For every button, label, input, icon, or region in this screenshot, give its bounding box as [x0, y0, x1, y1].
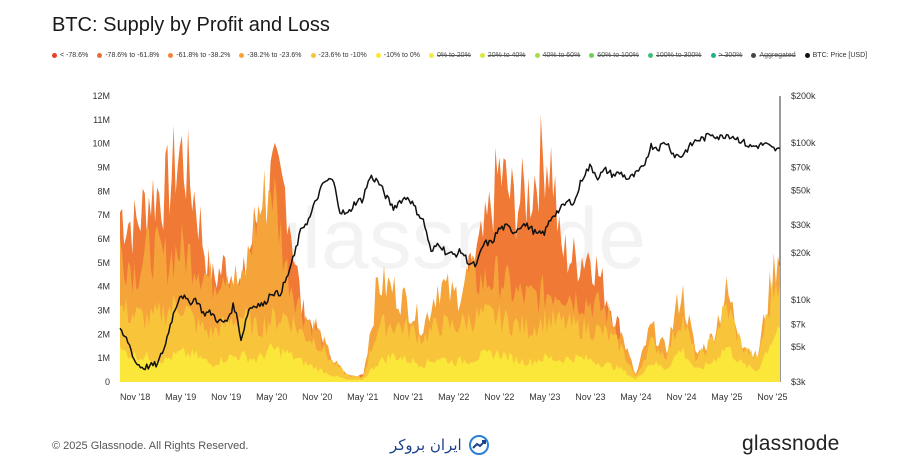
legend-item[interactable]: -78.6% to -61.8% — [97, 52, 159, 59]
y-right-tick-label: $7k — [791, 319, 806, 329]
legend-label: -61.8% to -38.2% — [176, 52, 231, 59]
legend-label: 0% to 20% — [436, 52, 471, 59]
y-right-tick-label: $50k — [791, 185, 811, 195]
legend-label: 20% to 40% — [487, 52, 526, 59]
legend-item[interactable]: > 300% — [710, 52, 743, 59]
y-left-tick-label: 6M — [97, 234, 110, 244]
legend-swatch — [375, 53, 381, 58]
y-right-tick-label: $100k — [791, 138, 816, 148]
y-left-tick-label: 12M — [92, 91, 110, 101]
x-tick-label: May '20 — [256, 392, 287, 402]
legend-label: 40% to 60% — [542, 52, 581, 59]
x-tick-label: May '24 — [620, 392, 651, 402]
legend-label: < -78.6% — [60, 52, 89, 59]
legend-item[interactable]: BTC: Price [USD] — [804, 52, 868, 59]
y-left-tick-label: 7M — [97, 210, 110, 220]
y-left-tick-label: 2M — [97, 329, 110, 339]
x-tick-label: Nov '25 — [757, 392, 787, 402]
x-tick-label: Nov '22 — [484, 392, 514, 402]
legend-swatch — [534, 53, 540, 58]
y-right-tick-label: $5k — [791, 342, 806, 352]
x-tick-label: May '23 — [529, 392, 560, 402]
chart-title: BTC: Supply by Profit and Loss — [52, 14, 330, 36]
y-left-tick-label: 3M — [97, 306, 110, 316]
legend-item[interactable]: 20% to 40% — [479, 52, 526, 59]
y-right-tick-label: $200k — [791, 91, 816, 101]
legend-item[interactable]: 60% to 100% — [589, 52, 639, 59]
legend-item[interactable]: 40% to 60% — [534, 52, 581, 59]
legend-label: 100% to 300% — [655, 52, 702, 59]
legend-swatch — [239, 53, 245, 58]
x-tick-label: Nov '23 — [575, 392, 605, 402]
y-left-tick-label: 11M — [93, 115, 110, 125]
y-left-tick-label: 8M — [97, 186, 110, 196]
legend-label: -38.2% to -23.6% — [247, 52, 302, 59]
x-tick-label: Nov '18 — [120, 392, 150, 402]
y-left-tick-label: 4M — [97, 282, 110, 292]
x-tick-label: May '19 — [165, 392, 196, 402]
y-right-tick-label: $70k — [791, 162, 811, 172]
x-tick-label: May '22 — [438, 392, 469, 402]
legend-swatch — [428, 53, 434, 58]
legend-label: BTC: Price [USD] — [812, 52, 868, 59]
y-left-tick-label: 5M — [97, 258, 110, 268]
legend-label: > 300% — [718, 52, 743, 59]
legend-label: 60% to 100% — [597, 52, 639, 59]
legend-swatch — [647, 53, 653, 58]
x-tick-label: Nov '19 — [211, 392, 241, 402]
legend-item[interactable]: Aggregated — [751, 52, 796, 59]
legend-swatch — [168, 53, 174, 58]
area-series-3 — [120, 326, 780, 382]
legend-item[interactable]: 0% to 20% — [428, 52, 471, 59]
y-right-tick-label: $20k — [791, 248, 811, 258]
growth-arrow-icon — [468, 435, 489, 455]
y-right-tick-label: $30k — [791, 220, 811, 230]
price-line — [119, 132, 781, 371]
x-tick-label: Nov '24 — [666, 392, 696, 402]
chart-legend: < -78.6% -78.6% to -61.8% -61.8% to -38.2%… — [52, 52, 872, 59]
y-right-tick-label: $10k — [791, 295, 811, 305]
legend-label: -23.6% to -10% — [318, 52, 367, 59]
glassnode-logo: glassnode — [742, 432, 840, 455]
legend-item[interactable]: -23.6% to -10% — [310, 52, 367, 59]
legend-item[interactable]: 100% to 300% — [647, 52, 702, 59]
x-tick-label: May '25 — [711, 392, 742, 402]
legend-swatch — [310, 53, 316, 58]
y-left-tick-label: 0 — [105, 377, 110, 387]
partner-name: ایران بروکر — [390, 436, 462, 454]
legend-swatch — [589, 53, 595, 58]
partner-logo: ایران بروکر — [390, 434, 490, 456]
y-left-tick-label: 9M — [97, 163, 110, 173]
x-tick-label: Nov '20 — [302, 392, 332, 402]
legend-item[interactable]: -10% to 0% — [375, 52, 420, 59]
legend-swatch — [751, 53, 757, 58]
legend-swatch — [97, 53, 103, 58]
legend-label: -78.6% to -61.8% — [105, 52, 160, 59]
chart-canvas: glassnode01M2M3M4M5M6M7M8M9M10M11M12M$3k… — [92, 91, 816, 402]
legend-label: -10% to 0% — [383, 52, 420, 59]
legend-label: Aggregated — [759, 52, 796, 59]
legend-swatch — [710, 53, 716, 58]
legend-swatch — [52, 53, 57, 58]
y-right-tick-label: $3k — [791, 377, 806, 387]
y-left-tick-label: 10M — [92, 139, 110, 149]
legend-swatch — [804, 53, 810, 58]
legend-item[interactable]: -61.8% to -38.2% — [168, 52, 230, 59]
y-left-tick-label: 1M — [97, 353, 110, 363]
legend-item[interactable]: -38.2% to -23.6% — [239, 52, 302, 59]
copyright-text: © 2025 Glassnode. All Rights Reserved. — [52, 440, 249, 452]
x-tick-label: May '21 — [347, 392, 378, 402]
legend-item[interactable]: < -78.6% — [52, 52, 88, 59]
legend-swatch — [479, 53, 485, 58]
x-tick-label: Nov '21 — [393, 392, 423, 402]
